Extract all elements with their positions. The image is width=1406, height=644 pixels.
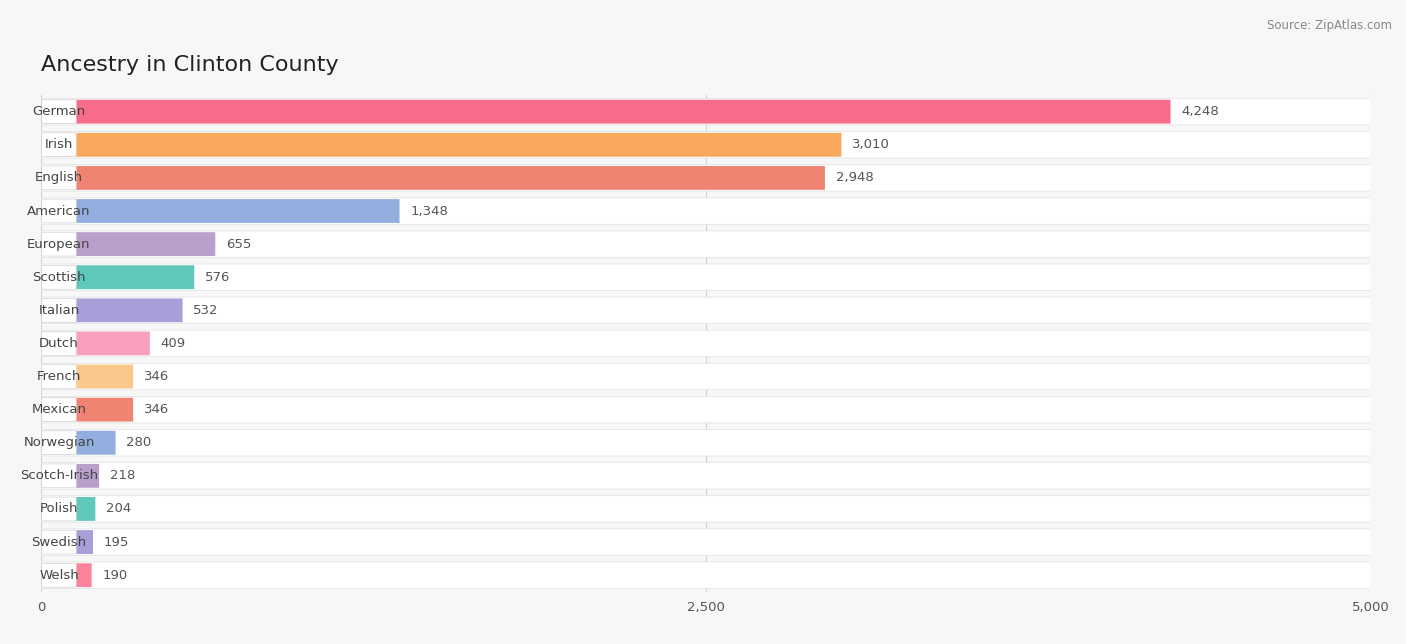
Text: Welsh: Welsh [39,569,79,582]
FancyBboxPatch shape [41,398,134,422]
FancyBboxPatch shape [41,199,399,223]
Text: 346: 346 [143,403,169,416]
Text: 4,248: 4,248 [1181,105,1219,118]
FancyBboxPatch shape [41,166,825,190]
FancyBboxPatch shape [42,398,76,422]
FancyBboxPatch shape [41,431,115,455]
Text: 190: 190 [103,569,128,582]
FancyBboxPatch shape [41,363,1371,390]
Text: Norwegian: Norwegian [24,436,94,450]
FancyBboxPatch shape [41,562,1371,589]
Text: Italian: Italian [38,304,80,317]
Text: American: American [27,205,91,218]
FancyBboxPatch shape [41,430,1371,456]
FancyBboxPatch shape [41,231,1371,258]
FancyBboxPatch shape [42,332,76,355]
FancyBboxPatch shape [41,131,1371,158]
Text: 655: 655 [226,238,252,251]
Text: 2,948: 2,948 [835,171,873,184]
Text: Scottish: Scottish [32,270,86,284]
Text: Mexican: Mexican [31,403,86,416]
FancyBboxPatch shape [41,496,1371,522]
FancyBboxPatch shape [41,198,1371,224]
Text: 218: 218 [110,469,135,482]
FancyBboxPatch shape [41,497,96,521]
FancyBboxPatch shape [42,365,76,388]
FancyBboxPatch shape [42,530,76,554]
FancyBboxPatch shape [42,298,76,322]
FancyBboxPatch shape [42,431,76,455]
Text: 576: 576 [205,270,231,284]
Text: French: French [37,370,82,383]
Text: 346: 346 [143,370,169,383]
FancyBboxPatch shape [42,100,76,124]
FancyBboxPatch shape [41,530,93,554]
FancyBboxPatch shape [41,264,1371,290]
Text: Dutch: Dutch [39,337,79,350]
Text: Polish: Polish [39,502,79,515]
FancyBboxPatch shape [41,297,1371,323]
FancyBboxPatch shape [41,529,1371,555]
FancyBboxPatch shape [41,365,134,388]
FancyBboxPatch shape [41,100,1171,124]
FancyBboxPatch shape [41,99,1371,125]
Text: German: German [32,105,86,118]
Text: Scotch-Irish: Scotch-Irish [20,469,98,482]
FancyBboxPatch shape [42,133,76,156]
FancyBboxPatch shape [42,166,76,190]
FancyBboxPatch shape [41,564,91,587]
FancyBboxPatch shape [41,298,183,322]
FancyBboxPatch shape [41,332,150,355]
FancyBboxPatch shape [41,165,1371,191]
Text: Irish: Irish [45,138,73,151]
FancyBboxPatch shape [42,464,76,488]
FancyBboxPatch shape [42,265,76,289]
FancyBboxPatch shape [41,330,1371,357]
FancyBboxPatch shape [41,397,1371,423]
FancyBboxPatch shape [42,497,76,521]
Text: 204: 204 [105,502,131,515]
Text: European: European [27,238,91,251]
Text: 280: 280 [127,436,152,450]
FancyBboxPatch shape [42,564,76,587]
FancyBboxPatch shape [41,464,98,488]
FancyBboxPatch shape [41,232,215,256]
FancyBboxPatch shape [42,199,76,223]
FancyBboxPatch shape [41,265,194,289]
Text: 3,010: 3,010 [852,138,890,151]
FancyBboxPatch shape [41,133,841,156]
Text: 532: 532 [193,304,219,317]
Text: 409: 409 [160,337,186,350]
Text: Source: ZipAtlas.com: Source: ZipAtlas.com [1267,19,1392,32]
Text: Ancestry in Clinton County: Ancestry in Clinton County [41,55,339,75]
Text: 1,348: 1,348 [411,205,449,218]
Text: Swedish: Swedish [31,536,87,549]
Text: 195: 195 [104,536,129,549]
Text: English: English [35,171,83,184]
FancyBboxPatch shape [41,462,1371,489]
FancyBboxPatch shape [42,232,76,256]
